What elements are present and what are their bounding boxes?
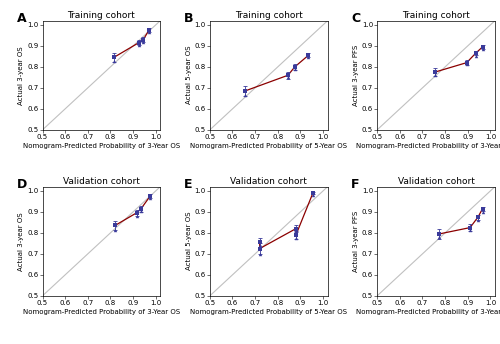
- Point: [137, 206, 145, 212]
- Y-axis label: Actual 5-year OS: Actual 5-year OS: [186, 212, 192, 270]
- Point: [478, 206, 486, 212]
- Point: [256, 246, 264, 251]
- Point: [241, 93, 249, 98]
- Point: [436, 234, 444, 240]
- Point: [431, 73, 439, 78]
- Point: [284, 75, 292, 80]
- Point: [135, 40, 143, 45]
- Point: [145, 29, 153, 35]
- Title: Training cohort: Training cohort: [402, 11, 470, 20]
- Point: [436, 231, 444, 237]
- Point: [472, 51, 480, 56]
- Point: [472, 53, 480, 58]
- Text: E: E: [184, 178, 192, 191]
- Point: [256, 251, 264, 257]
- Y-axis label: Actual 5-year OS: Actual 5-year OS: [186, 46, 192, 105]
- Point: [256, 243, 264, 248]
- Point: [474, 214, 482, 220]
- Y-axis label: Actual 3-year OS: Actual 3-year OS: [18, 212, 24, 270]
- Point: [110, 58, 118, 63]
- Text: D: D: [16, 178, 27, 191]
- Y-axis label: Actual 3-year PFS: Actual 3-year PFS: [353, 45, 359, 106]
- Point: [145, 27, 153, 33]
- Point: [292, 226, 300, 232]
- Point: [474, 217, 482, 223]
- Point: [304, 55, 312, 60]
- Title: Training cohort: Training cohort: [68, 11, 136, 20]
- Point: [478, 46, 486, 52]
- Point: [146, 193, 154, 199]
- Point: [478, 44, 486, 50]
- Point: [132, 213, 140, 219]
- X-axis label: Nomogram-Predicted Probability of 3-Year OS: Nomogram-Predicted Probability of 3-Year…: [23, 309, 180, 315]
- Title: Validation cohort: Validation cohort: [230, 177, 307, 186]
- Title: Training cohort: Training cohort: [235, 11, 302, 20]
- Point: [146, 195, 154, 201]
- Point: [291, 66, 299, 72]
- Y-axis label: Actual 3-year OS: Actual 3-year OS: [18, 46, 24, 105]
- Point: [304, 53, 312, 58]
- Point: [462, 60, 470, 65]
- Text: C: C: [351, 12, 360, 25]
- Point: [110, 55, 118, 60]
- Point: [292, 229, 300, 235]
- Point: [140, 39, 147, 44]
- Text: A: A: [16, 12, 26, 25]
- Point: [466, 228, 474, 233]
- Title: Validation cohort: Validation cohort: [63, 177, 140, 186]
- Point: [137, 208, 145, 214]
- Point: [111, 223, 119, 228]
- Point: [284, 73, 292, 78]
- Point: [132, 210, 140, 216]
- Point: [140, 37, 147, 42]
- Point: [462, 62, 470, 67]
- X-axis label: Nomogram-Predicted Probability of 3-Year OS: Nomogram-Predicted Probability of 3-Year…: [23, 143, 180, 149]
- X-axis label: Nomogram-Predicted Probability of 3-Year PFS: Nomogram-Predicted Probability of 3-Year…: [356, 143, 500, 149]
- Point: [466, 225, 474, 230]
- Point: [292, 235, 300, 241]
- Point: [478, 209, 486, 215]
- Point: [256, 239, 264, 245]
- X-axis label: Nomogram-Predicted Probability of 5-Year OS: Nomogram-Predicted Probability of 5-Year…: [190, 143, 347, 149]
- Point: [241, 88, 249, 94]
- Point: [292, 232, 300, 238]
- Point: [431, 69, 439, 75]
- Title: Validation cohort: Validation cohort: [398, 177, 474, 186]
- X-axis label: Nomogram-Predicted Probability of 3-Year PFS: Nomogram-Predicted Probability of 3-Year…: [356, 309, 500, 315]
- Text: F: F: [351, 178, 360, 191]
- Point: [309, 192, 317, 197]
- Point: [309, 190, 317, 196]
- Point: [135, 42, 143, 47]
- Point: [291, 64, 299, 69]
- X-axis label: Nomogram-Predicted Probability of 5-Year OS: Nomogram-Predicted Probability of 5-Year…: [190, 309, 347, 315]
- Point: [111, 227, 119, 233]
- Y-axis label: Actual 3-year PFS: Actual 3-year PFS: [353, 211, 359, 272]
- Text: B: B: [184, 12, 194, 25]
